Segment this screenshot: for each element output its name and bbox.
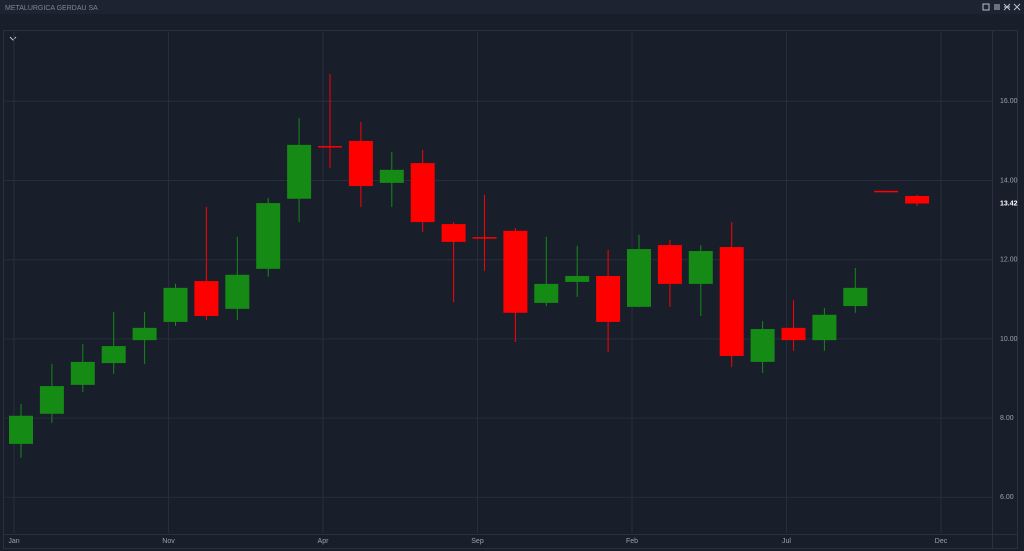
candle-body (596, 275, 621, 322)
y-tick-label: 12.00 (1000, 257, 1018, 264)
candle-body (410, 163, 435, 223)
x-tick-label: Feb (626, 538, 638, 545)
x-tick-label: Apr (318, 538, 330, 545)
candle-body (441, 224, 466, 242)
collapse-toggle[interactable] (9, 36, 17, 41)
last-price-label: 13.42 (1000, 200, 1018, 207)
candle-body (750, 329, 775, 362)
candle-body (657, 245, 682, 284)
x-tick-label: Jul (782, 538, 791, 545)
x-tick-label: Nov (162, 538, 175, 545)
y-tick-label: 14.00 (1000, 177, 1018, 184)
candle-body (627, 249, 651, 307)
candle-body (565, 275, 590, 282)
candle-body (163, 287, 188, 322)
x-tick-label: Jan (8, 538, 19, 545)
candle-body (472, 237, 497, 239)
x-tick-label: Sep (471, 538, 484, 545)
candle-body (688, 251, 713, 284)
header-bar (0, 0, 1024, 14)
candle-body (70, 361, 95, 385)
x-tick-label: Dec (935, 538, 948, 545)
candle-body (348, 140, 373, 187)
y-tick-label: 8.00 (1000, 415, 1014, 422)
candle-body (503, 230, 528, 313)
y-tick-label: 16.00 (1000, 98, 1018, 105)
candle-body (534, 283, 559, 303)
plot-frame (3, 30, 1018, 549)
candle-body (379, 169, 404, 183)
settings-button[interactable] (994, 4, 1000, 10)
candle-body (194, 281, 219, 316)
candle-body (225, 274, 250, 309)
candle-body (812, 314, 837, 341)
popout-button[interactable] (982, 3, 990, 11)
y-tick-label: 6.00 (1000, 494, 1014, 501)
candle-body (905, 195, 930, 204)
candle-body (318, 146, 342, 148)
candle-body (781, 327, 806, 341)
chart-title: METALURGICA GERDAU SA (5, 5, 98, 12)
y-tick-label: 10.00 (1000, 336, 1018, 343)
candle-body (39, 386, 64, 414)
window-controls[interactable] (982, 3, 1021, 11)
candle-body (132, 327, 157, 341)
candle-body (843, 287, 868, 307)
candle-body (101, 346, 126, 364)
close-button[interactable] (1013, 3, 1021, 11)
candle-body (874, 190, 899, 193)
candle-body (256, 203, 281, 269)
expand-button[interactable] (1003, 3, 1011, 11)
candle-body (287, 144, 312, 199)
candle-body (719, 247, 744, 356)
candle-body (9, 415, 33, 444)
